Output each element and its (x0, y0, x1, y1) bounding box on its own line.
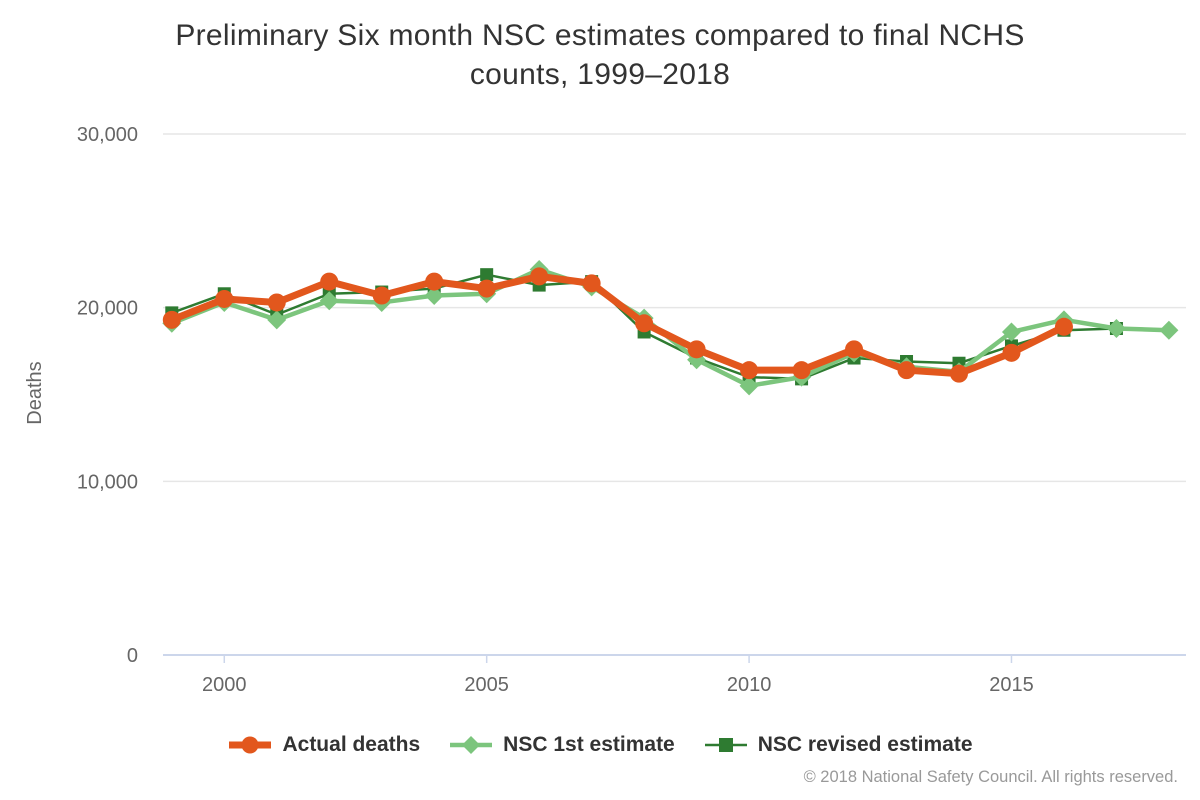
data-point-actual-deaths-2016[interactable] (1054, 317, 1073, 336)
data-point-actual-deaths-2007[interactable] (582, 274, 601, 293)
legend-item-nsc-revised-estimate[interactable]: NSC revised estimate (703, 733, 973, 757)
x-tick-label-2010: 2010 (727, 674, 772, 696)
legend-label-nsc-revised-estimate: NSC revised estimate (757, 733, 973, 756)
data-point-actual-deaths-2001[interactable] (267, 293, 286, 312)
legend-marker-diamond-icon (450, 736, 493, 754)
axis-labels-group: 30,000 20,000 10,000 0 2000 2005 2010 2015 (77, 124, 1034, 696)
chart-title-line-1: Preliminary Six month NSC estimates comp… (175, 19, 1025, 52)
legend-label-nsc-1st-estimate: NSC 1st estimate (503, 733, 675, 756)
data-point-actual-deaths-2014[interactable] (950, 364, 968, 383)
series-line-actual-deaths[interactable] (168, 272, 1068, 378)
axis-group (163, 654, 1186, 663)
data-point-nsc-1st-estimate-2004[interactable] (424, 286, 444, 306)
series-nsc-1st-estimate (162, 259, 1179, 396)
credit-text: © 2018 National Safety Council. All righ… (803, 768, 1178, 786)
y-tick-label-20000: 20,000 (77, 298, 138, 320)
data-point-actual-deaths-2006[interactable] (530, 267, 549, 286)
gridlines-group (163, 133, 1186, 483)
legend-marker-square-icon (704, 738, 747, 752)
data-point-actual-deaths-2005[interactable] (477, 279, 496, 298)
data-point-actual-deaths-2009[interactable] (687, 340, 706, 359)
series-group (162, 259, 1179, 396)
data-point-actual-deaths-2003[interactable] (372, 286, 391, 305)
data-point-actual-deaths-1999[interactable] (162, 310, 181, 329)
data-point-nsc-1st-estimate-2018[interactable] (1159, 320, 1179, 340)
chart-title: Preliminary Six month NSC estimates comp… (0, 16, 1200, 94)
legend-item-actual-deaths[interactable]: Actual deaths (227, 733, 420, 757)
data-point-nsc-1st-estimate-2002[interactable] (319, 291, 339, 311)
data-point-actual-deaths-2000[interactable] (215, 289, 234, 308)
legend: Actual deaths NSC 1st estimate NSC revis… (0, 733, 1200, 757)
chart-title-line-2: counts, 1999–2018 (469, 58, 731, 91)
data-point-nsc-1st-estimate-2001[interactable] (267, 310, 287, 330)
y-tick-label-10000: 10,000 (77, 471, 138, 493)
y-tick-label-30000: 30,000 (77, 124, 138, 146)
y-tick-label-0: 0 (127, 645, 138, 667)
series-actual-deaths (162, 267, 1073, 383)
data-point-actual-deaths-2015[interactable] (1002, 343, 1021, 362)
data-point-actual-deaths-2012[interactable] (845, 340, 864, 359)
data-point-nsc-1st-estimate-2015[interactable] (1001, 322, 1021, 342)
legend-marker-circle-icon (229, 736, 272, 754)
x-tick-label-2000: 2000 (202, 674, 247, 696)
legend-label-actual-deaths: Actual deaths (282, 733, 421, 756)
data-point-actual-deaths-2004[interactable] (425, 272, 444, 291)
x-tick-label-2015: 2015 (989, 674, 1034, 696)
data-point-nsc-revised-estimate-2005[interactable] (480, 268, 494, 282)
data-point-actual-deaths-2013[interactable] (897, 361, 916, 380)
data-point-actual-deaths-2010[interactable] (740, 361, 759, 380)
data-point-actual-deaths-2011[interactable] (792, 361, 811, 380)
data-point-actual-deaths-2002[interactable] (320, 272, 339, 291)
data-point-nsc-1st-estimate-2010[interactable] (739, 376, 759, 396)
data-point-actual-deaths-2008[interactable] (635, 314, 654, 333)
data-point-nsc-1st-estimate-2017[interactable] (1106, 319, 1126, 339)
x-tick-label-2005: 2005 (464, 674, 509, 696)
legend-item-nsc-1st-estimate[interactable]: NSC 1st estimate (448, 733, 675, 757)
